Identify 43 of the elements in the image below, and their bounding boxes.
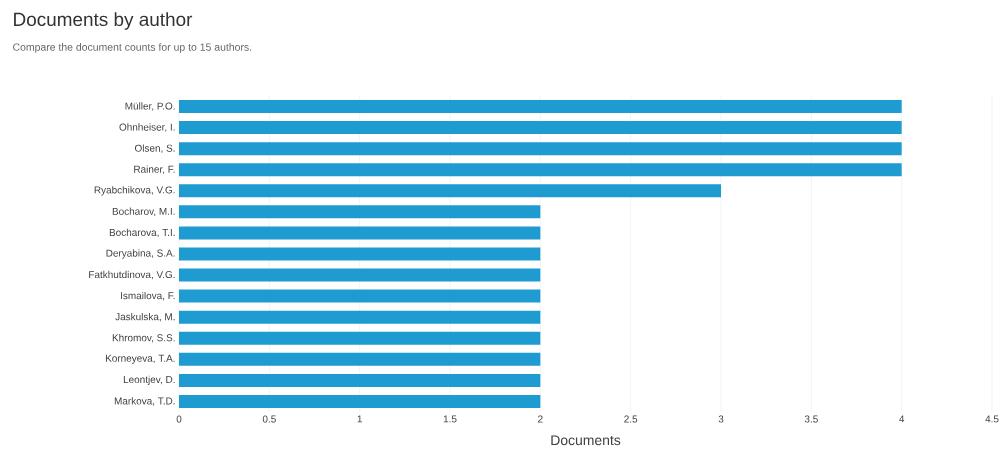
x-tick-label: 3 (718, 415, 724, 423)
y-tick-label: Leontjev, D. (123, 375, 175, 386)
x-tick-label: 2.5 (624, 415, 638, 423)
x-tick-label: 2 (538, 415, 543, 423)
y-tick-label: Olsen, S. (134, 144, 175, 153)
bar (179, 226, 541, 240)
x-tick-label: 4.5 (985, 415, 999, 423)
y-tick-label: Markova, T.D. (114, 397, 175, 406)
chart-subtitle: Compare the document counts for up to 15 authors. (13, 43, 252, 53)
bar (179, 394, 541, 408)
x-tick-label: 0 (176, 415, 182, 423)
bar (179, 310, 541, 324)
y-tick-label: Jaskulska, M. (115, 312, 175, 322)
y-tick-label: Ohnheiser, I. (119, 123, 175, 132)
y-tick-label: Ryabchikova, V.G. (94, 186, 175, 196)
y-tick-label: Ismailova, F. (121, 291, 175, 301)
bar (179, 142, 902, 156)
y-tick-label: Korneyeva, T.A. (105, 354, 175, 364)
x-tick-label: 1.5 (443, 415, 457, 423)
bar (179, 268, 541, 282)
bar (179, 163, 902, 177)
x-axis-title: Documents (551, 435, 621, 446)
x-tick-label: 4 (899, 415, 905, 423)
bar (179, 247, 541, 261)
bar (179, 184, 722, 198)
bar (179, 373, 541, 387)
y-tick-label: Bocharova, T.I. (109, 228, 175, 238)
x-tick-label: 1 (357, 415, 362, 423)
bar (179, 352, 541, 366)
y-tick-label: Bocharov, M.I. (112, 207, 175, 217)
y-tick-label: Fatkhutdinova, V.G. (89, 270, 175, 280)
x-tick-label: 3.5 (804, 415, 818, 423)
y-tick-label: Müller, P.O. (125, 102, 175, 111)
bar (179, 289, 541, 303)
chart-title: Documents by author (14, 12, 193, 30)
y-tick-label: Khromov, S.S. (112, 334, 175, 343)
y-tick-label: Deryabina, S.A. (106, 249, 175, 259)
y-tick-label: Rainer, F. (134, 165, 175, 174)
bar (179, 331, 541, 345)
x-tick-label: 0.5 (262, 415, 276, 423)
bar (179, 121, 902, 135)
bar (179, 205, 541, 219)
bar (179, 100, 902, 114)
